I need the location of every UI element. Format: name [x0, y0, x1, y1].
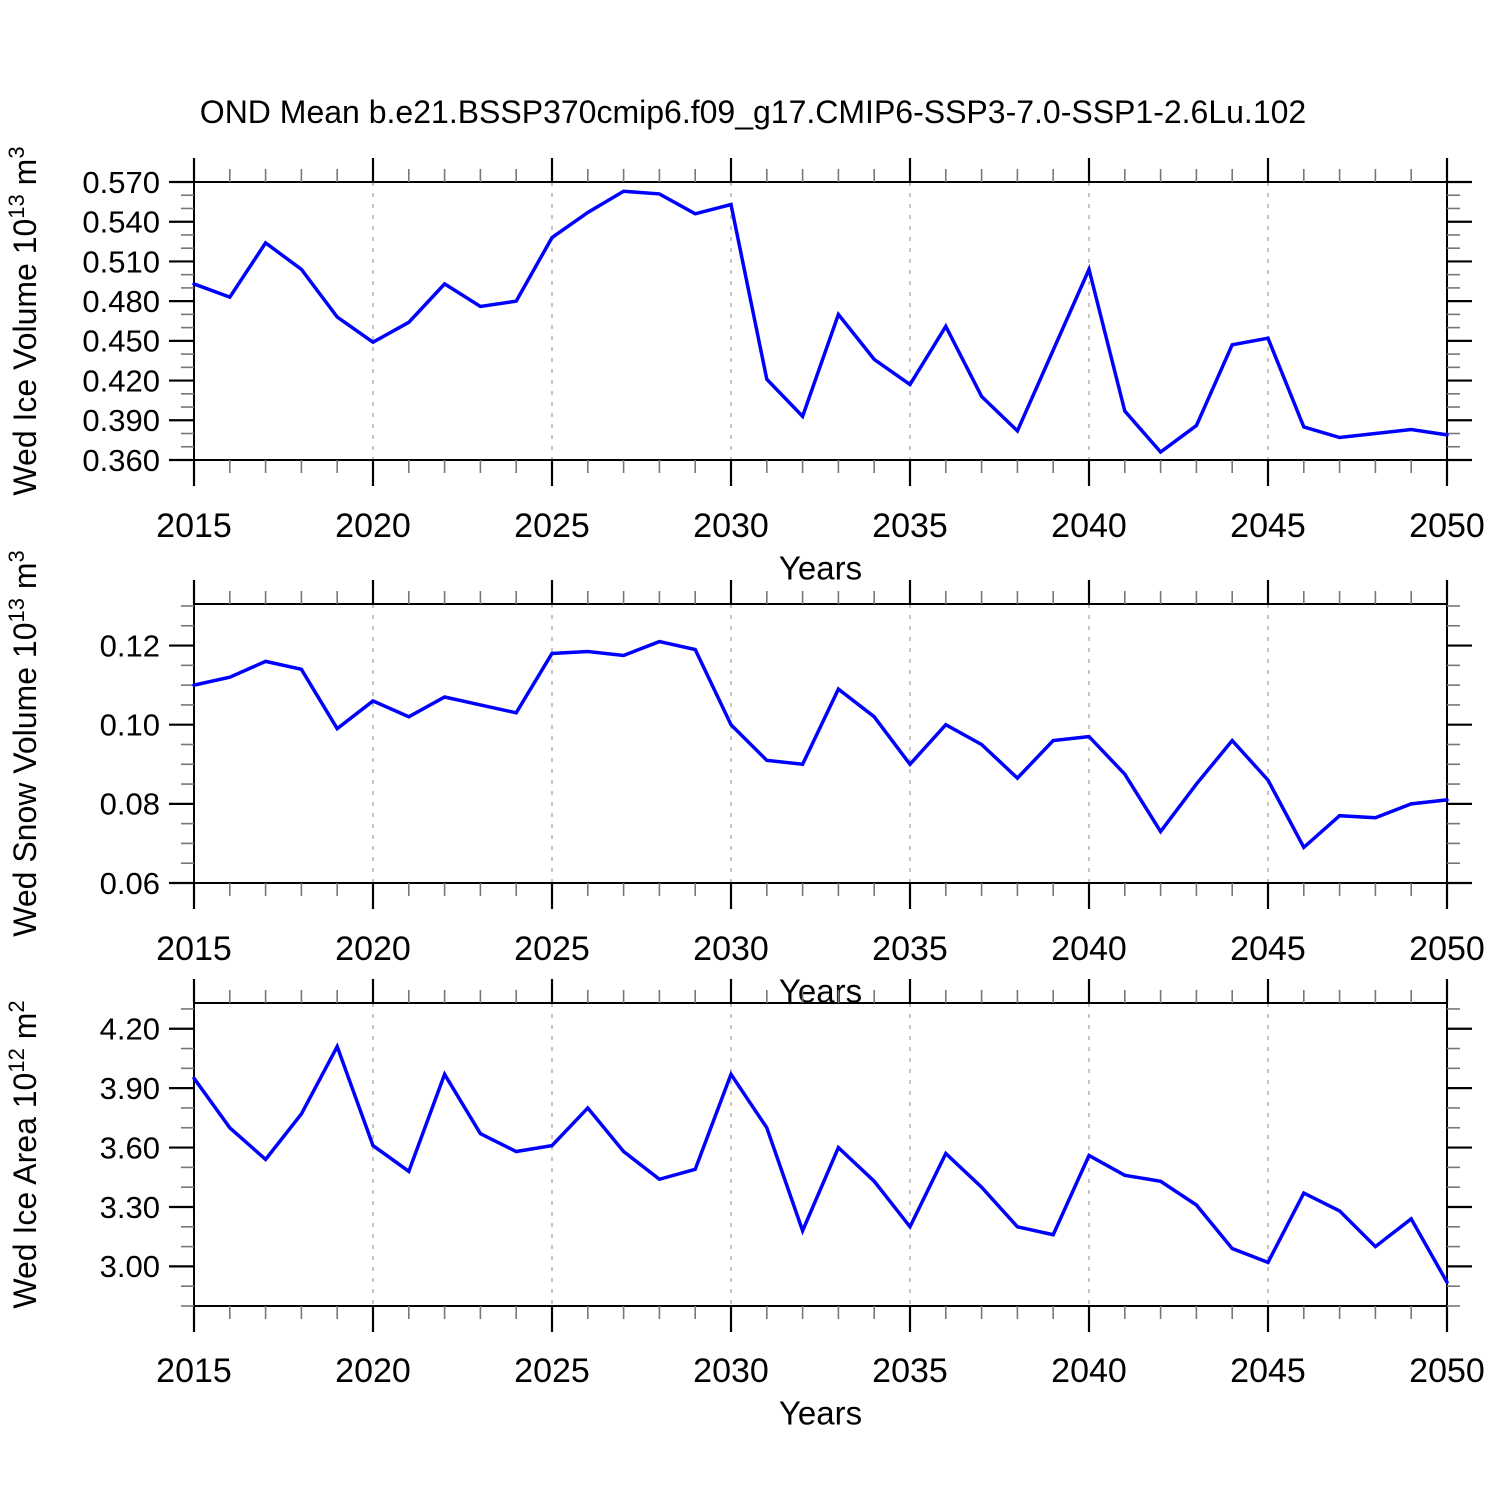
x-tick-label: 2025 — [514, 507, 590, 545]
wed-snow-volume-line — [192, 639, 1449, 851]
x-tick-label: 2040 — [1051, 507, 1127, 545]
x-axis-title: Years — [779, 550, 862, 587]
x-tick-label: 2020 — [335, 507, 411, 545]
x-tick-label: 2030 — [693, 507, 769, 545]
y-tick-label: 0.420 — [82, 363, 160, 398]
y-tick-label: 0.10 — [100, 708, 160, 743]
x-tick-label: 2020 — [335, 930, 411, 968]
x-tick-label: 2020 — [335, 1352, 411, 1390]
panels-group: 2015 2020 2025 2030 2035 2040 2045 2050 0.360 0.3… — [4, 146, 1485, 1431]
x-tick-label: 2045 — [1230, 1352, 1306, 1390]
panel-wed-snow-volume: 2015 2020 2025 2030 2035 2040 2045 2050 0.06 0.08… — [4, 550, 1485, 1009]
y-tick-label: 3.30 — [100, 1190, 160, 1225]
y-tick-label: 0.570 — [82, 165, 160, 200]
y-tick-label: 0.08 — [100, 787, 160, 822]
x-tick-label: 2050 — [1409, 507, 1485, 545]
y-axis-title-wed-snow-volume: Wed Snow Volume 1013 m3 — [4, 550, 43, 937]
x-tick-label: 2015 — [156, 930, 232, 968]
wed-ice-area-line — [192, 1042, 1449, 1284]
x-tick-label: 2015 — [156, 507, 232, 545]
panel-wed-ice-area: 2015 2020 2025 2030 2035 2040 2045 2050 3.00 3.30… — [4, 979, 1485, 1432]
x-tick-label: 2050 — [1409, 1352, 1485, 1390]
x-tick-label: 2025 — [514, 1352, 590, 1390]
x-tick-label: 2025 — [514, 930, 590, 968]
x-tick-label: 2035 — [872, 930, 948, 968]
x-tick-label: 2045 — [1230, 507, 1306, 545]
y-tick-label: 3.90 — [100, 1071, 160, 1106]
x-tick-label: 2030 — [693, 1352, 769, 1390]
x-tick-label: 2045 — [1230, 930, 1306, 968]
wed-ice-volume-line — [192, 189, 1449, 455]
panel-wed-ice-volume: 2015 2020 2025 2030 2035 2040 2045 2050 0.360 0.3… — [4, 146, 1485, 586]
y-tick-label: 3.00 — [100, 1249, 160, 1284]
x-tick-label: 2040 — [1051, 1352, 1127, 1390]
y-tick-label: 0.12 — [100, 628, 160, 663]
x-tick-label: 2035 — [872, 507, 948, 545]
x-tick-label: 2015 — [156, 1352, 232, 1390]
chart-title: OND Mean b.e21.BSSP370cmip6.f09_g17.CMIP… — [200, 94, 1306, 130]
y-tick-label: 0.390 — [82, 403, 160, 438]
x-tick-label: 2050 — [1409, 930, 1485, 968]
y-tick-label: 0.06 — [100, 866, 160, 901]
x-tick-label: 2030 — [693, 930, 769, 968]
x-axis-title: Years — [779, 1395, 862, 1432]
y-axis-title-wed-ice-area: Wed Ice Area 1012 m2 — [4, 1000, 43, 1308]
x-tick-label: 2035 — [872, 1352, 948, 1390]
x-tick-label: 2040 — [1051, 930, 1127, 968]
y-tick-label: 0.510 — [82, 244, 160, 279]
y-tick-label: 0.480 — [82, 284, 160, 319]
y-axis-title-wed-ice-volume: Wed Ice Volume 1013 m3 — [4, 146, 43, 495]
y-tick-label: 0.360 — [82, 443, 160, 478]
y-tick-label: 4.20 — [100, 1012, 160, 1047]
y-tick-label: 3.60 — [100, 1130, 160, 1165]
y-tick-label: 0.540 — [82, 205, 160, 240]
y-tick-label: 0.450 — [82, 324, 160, 359]
